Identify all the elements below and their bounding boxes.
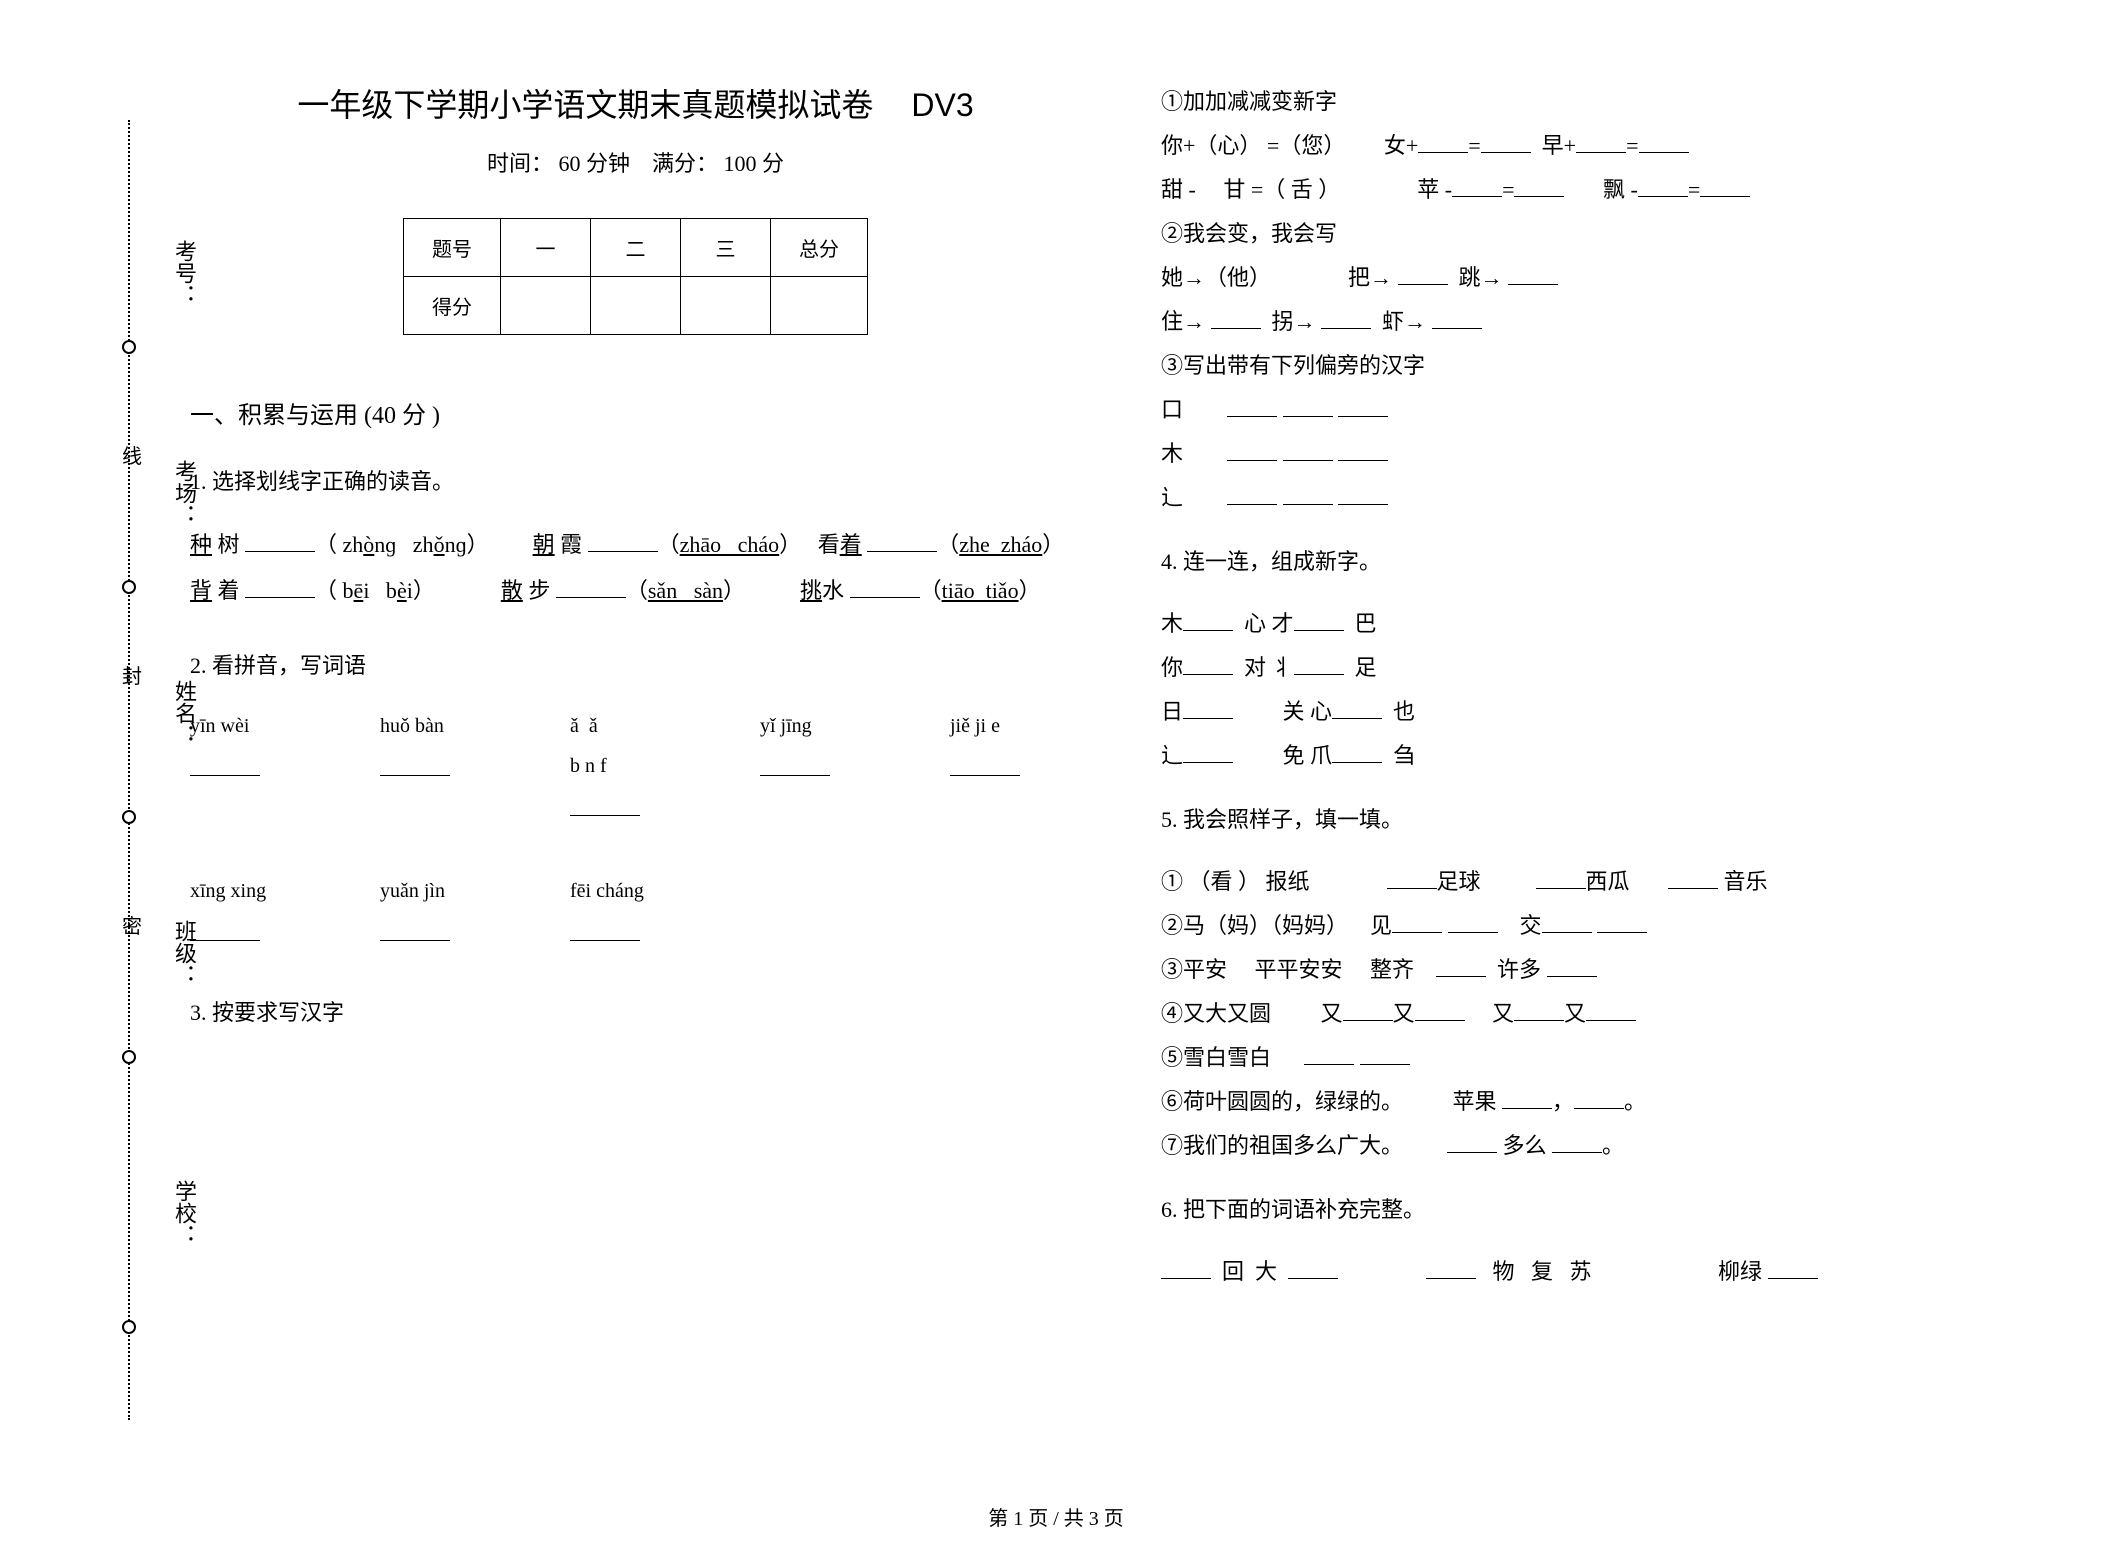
binding-margin: 考号： 线 考场： 封 姓名： 密 班级： 学校： [40, 40, 190, 1541]
q5-line2: ②马（妈）（妈妈） 见 交 [1161, 904, 2052, 948]
blank [380, 754, 450, 776]
q6-title: 6. 把下面的词语补充完整。 [1161, 1188, 2052, 1232]
page: 考号： 线 考场： 封 姓名： 密 班级： 学校： 一年级下学期小学语文期末真题… [0, 0, 2112, 1561]
table-row: 题号 一 二 三 总分 [404, 219, 868, 277]
pinyin-text: jiě ji e [950, 706, 1070, 746]
content-columns: 一年级下学期小学语文期末真题模拟试卷 DV3 时间： 60 分钟 满分： 100… [190, 40, 2052, 1541]
q5-title: 5. 我会照样子，填一填。 [1161, 798, 2052, 842]
td-blank [501, 277, 591, 335]
q4-line3: 日 关 心 也 [1161, 690, 2052, 734]
q5-line6: ⑥荷叶圆圆的，绿绿的。 苹果 ，。 [1161, 1080, 2052, 1124]
q5-line4: ④又大又圆 又又 又又 [1161, 992, 2052, 1036]
blank [760, 754, 830, 776]
pinyin-cell: ǎ ǎ b n f [570, 706, 690, 816]
binding-dotted-line [128, 120, 130, 1420]
question-3-title-only: 3. 按要求写汉字 [190, 991, 1081, 1035]
q3-p1-line2: 甜 - 甘 =（ 舌 ） 苹 -= 飘 -= [1161, 168, 2052, 212]
question-2: 2. 看拼音，写词语 yīn wèi huǒ bàn ǎ ǎ b n f yǐ … [190, 644, 1081, 941]
td-blank [681, 277, 771, 335]
th-label: 题号 [404, 219, 501, 277]
pinyin-cell: yǐ jīng [760, 706, 880, 816]
td-blank [771, 277, 868, 335]
subtitle-score: 满分： 100 分 [652, 151, 784, 176]
q3-p3-line3: 辶 [1161, 476, 2052, 520]
th: 二 [591, 219, 681, 277]
q5-line1: ① （看 ） 报纸 足球 西瓜 音乐 [1161, 860, 2052, 904]
pinyin-cell: xīng xing [190, 871, 310, 941]
q2-grid: yīn wèi huǒ bàn ǎ ǎ b n f yǐ jīng jiě ji… [190, 706, 1081, 941]
q3-p3-line2: 木 [1161, 432, 2052, 476]
dot-marker [122, 340, 136, 354]
subtitle-time: 时间： 60 分钟 [487, 151, 630, 176]
dot-marker [122, 1050, 136, 1064]
q3-p2: ②我会变，我会写 [1161, 212, 2052, 256]
label-banji: 班级： [168, 920, 200, 986]
pinyin-cell: yīn wèi [190, 706, 310, 816]
blank [950, 754, 1020, 776]
pinyin-cell: huǒ bàn [380, 706, 500, 816]
pinyin-cell: fēi cháng [570, 871, 690, 941]
table-row: 得分 [404, 277, 868, 335]
blank [190, 754, 260, 776]
label-kaohao: 考号： [168, 240, 200, 306]
q3-p2-line2: 住→ 拐→ 虾→ [1161, 300, 2052, 344]
q5-line7: ⑦我们的祖国多么广大。 多么 。 [1161, 1124, 2052, 1168]
th: 一 [501, 219, 591, 277]
pinyin-text: yīn wèi [190, 706, 310, 746]
q3-p3-line1: 口 [1161, 388, 2052, 432]
page-footer: 第 1 页 / 共 3 页 [0, 1502, 2112, 1531]
q3-title: 3. 按要求写汉字 [190, 991, 1081, 1035]
label-kaochang: 考场： [168, 460, 200, 526]
pinyin-cell: jiě ji e [950, 706, 1070, 816]
pinyin-text: yǐ jīng [760, 706, 880, 746]
q1-title: 1. 选择划线字正确的读音。 [190, 460, 1081, 504]
th: 三 [681, 219, 771, 277]
q4-line1: 木 心 才 巴 [1161, 602, 2052, 646]
th: 总分 [771, 219, 868, 277]
pinyin-text: yuǎn jìn [380, 871, 500, 911]
mark-xian: 线 [122, 440, 142, 469]
section-title: 一、积累与运用 (40 分 ) [190, 395, 1081, 430]
td-blank [591, 277, 681, 335]
pinyin-text: huǒ bàn [380, 706, 500, 746]
pinyin-text: xīng xing [190, 871, 310, 911]
question-1: 1. 选择划线字正确的读音。 种 树 （ zhònɡ zhǒnɡ） 朝 霞 （z… [190, 460, 1081, 614]
label-xingming: 姓名： [168, 680, 200, 746]
blank [570, 919, 640, 941]
pinyin-text: fēi cháng [570, 871, 690, 911]
label-xuexiao: 学校： [168, 1180, 200, 1246]
q3-p3: ③写出带有下列偏旁的汉字 [1161, 344, 2052, 388]
dot-marker [122, 580, 136, 594]
blank [190, 919, 260, 941]
blank [570, 794, 640, 816]
mark-mi: 密 [122, 910, 142, 939]
left-column: 一年级下学期小学语文期末真题模拟试卷 DV3 时间： 60 分钟 满分： 100… [190, 40, 1081, 1541]
pinyin-text: ǎ ǎ b n f [570, 706, 690, 786]
q6-line1: 回 大 物 复 苏 柳绿 [1161, 1250, 2052, 1294]
q5-line5: ⑤雪白雪白 [1161, 1036, 2052, 1080]
mark-feng: 封 [122, 660, 142, 689]
q5-line3: ③平安 平平安安 整齐 许多 [1161, 948, 2052, 992]
score-table: 题号 一 二 三 总分 得分 [403, 218, 868, 335]
q4-line2: 你 对 丬 足 [1161, 646, 2052, 690]
title-text: 一年级下学期小学语文期末真题模拟试卷 [297, 87, 873, 123]
page-title: 一年级下学期小学语文期末真题模拟试卷 DV3 [190, 80, 1081, 126]
q3-p1: ①加加减减变新字 [1161, 80, 2052, 124]
q4-title: 4. 连一连，组成新字。 [1161, 540, 2052, 584]
right-column: ①加加减减变新字 你+（心） =（您） 女+= 早+= 甜 - 甘 =（ 舌 ）… [1161, 40, 2052, 1541]
dot-marker [122, 810, 136, 824]
q4-line4: 辶 免 爪 刍 [1161, 734, 2052, 778]
td-label: 得分 [404, 277, 501, 335]
q1-body: 种 树 （ zhònɡ zhǒnɡ） 朝 霞 （zhāo cháo） 看着 （z… [190, 522, 1081, 614]
subtitle: 时间： 60 分钟 满分： 100 分 [190, 146, 1081, 178]
blank [380, 919, 450, 941]
pinyin-cell: yuǎn jìn [380, 871, 500, 941]
q2-title: 2. 看拼音，写词语 [190, 644, 1081, 688]
title-code: DV3 [911, 87, 973, 124]
q3-p1-line1: 你+（心） =（您） 女+= 早+= [1161, 124, 2052, 168]
dot-marker [122, 1320, 136, 1334]
q3-p2-line1: 她→（他） 把→ 跳→ [1161, 256, 2052, 300]
